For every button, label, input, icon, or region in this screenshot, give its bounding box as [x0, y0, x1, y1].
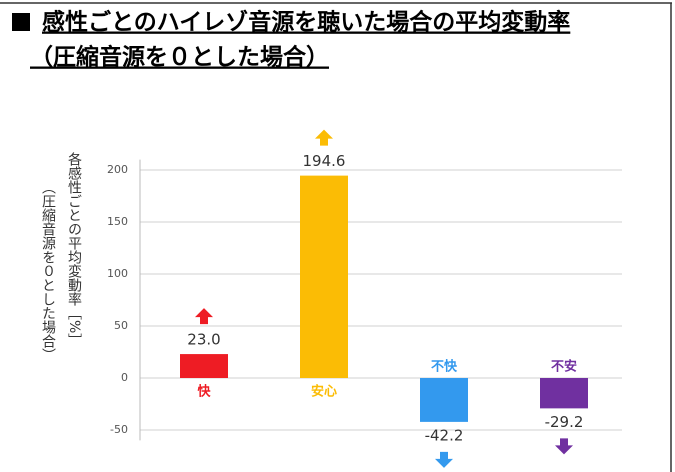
- y-tick-label: 100: [107, 267, 128, 280]
- y-tick-label: 200: [107, 163, 128, 176]
- category-label: 快: [197, 384, 211, 400]
- y-axis-label: 各感性ごとの平均変動率［%］: [66, 152, 82, 347]
- chart-subtitle: （圧縮音源を０とした場合）: [30, 44, 329, 71]
- chart-title: 感性ごとのハイレゾ音源を聴いた場合の平均変動率: [42, 9, 570, 36]
- title-bullet: [12, 13, 30, 31]
- bar: [420, 378, 468, 422]
- category-label: 不安: [551, 359, 577, 375]
- data-label: 194.6: [303, 152, 346, 170]
- category-label: 不快: [431, 359, 458, 375]
- data-label: -42.2: [425, 426, 464, 444]
- down-arrow: [435, 451, 453, 468]
- data-label: -29.2: [545, 413, 584, 431]
- up-arrow: [315, 129, 333, 146]
- bar: [540, 378, 588, 409]
- y-tick-label: -50: [110, 423, 128, 436]
- up-arrow: [195, 308, 213, 325]
- data-label: 23.0: [187, 331, 220, 349]
- category-label: 安心: [311, 384, 337, 400]
- y-tick-label: 150: [107, 215, 128, 228]
- y-tick-label: 50: [114, 319, 128, 332]
- y-axis-label-note: （圧縮音源を０とした場合）: [40, 180, 56, 362]
- bar: [300, 175, 348, 378]
- bar: [180, 354, 228, 378]
- down-arrow: [555, 438, 573, 455]
- y-tick-label: 0: [121, 371, 128, 384]
